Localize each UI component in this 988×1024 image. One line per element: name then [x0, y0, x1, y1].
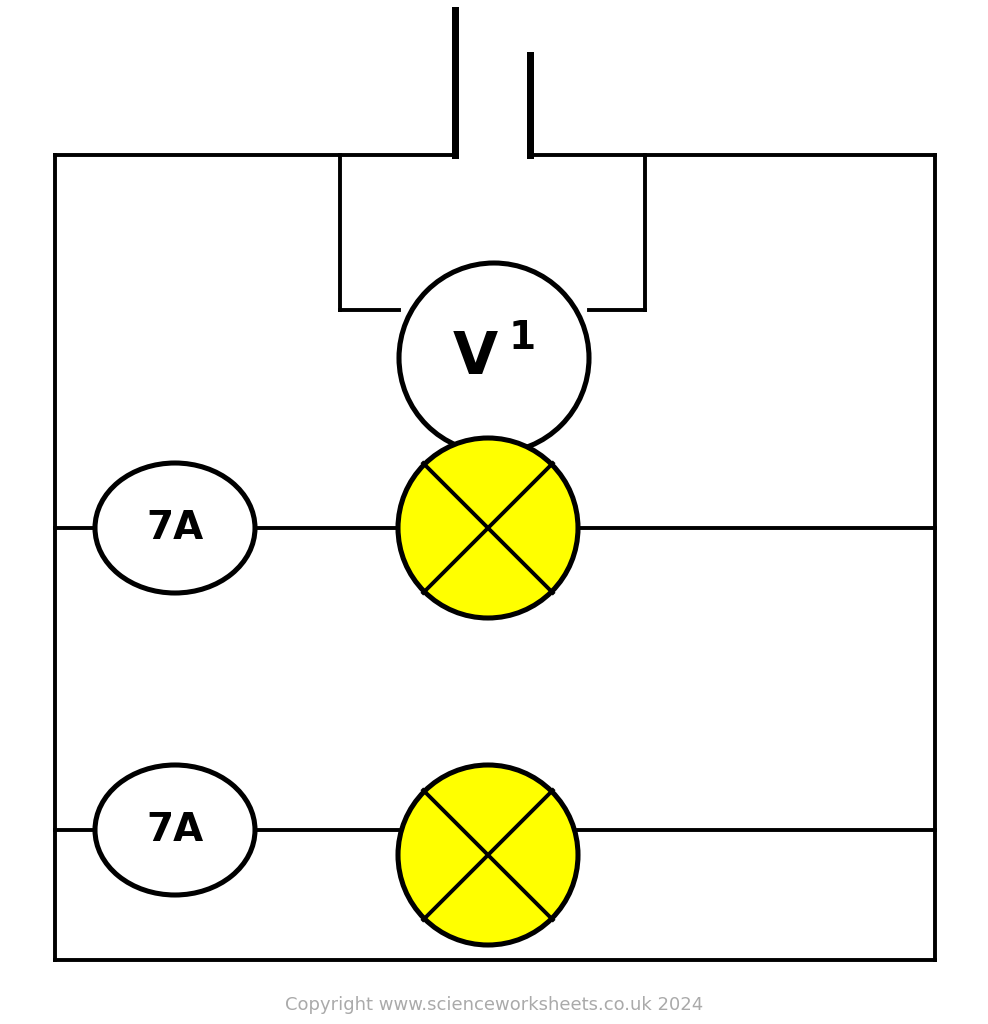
Text: 7A: 7A — [146, 811, 204, 849]
Text: 1: 1 — [509, 319, 535, 357]
Circle shape — [398, 765, 578, 945]
Circle shape — [398, 438, 578, 618]
Text: 7A: 7A — [146, 509, 204, 547]
Ellipse shape — [95, 765, 255, 895]
Text: V: V — [453, 330, 498, 386]
Text: Copyright www.scienceworksheets.co.uk 2024: Copyright www.scienceworksheets.co.uk 20… — [285, 996, 703, 1014]
Ellipse shape — [95, 463, 255, 593]
Circle shape — [399, 263, 589, 453]
